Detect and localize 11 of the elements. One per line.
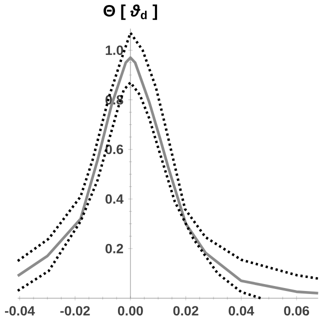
- y-tick-label: 0.2: [105, 244, 123, 254]
- x-tick-label: 0.04: [228, 306, 254, 316]
- x-tick-label: -0.02: [60, 306, 90, 316]
- line-series: [16, 81, 262, 300]
- y-tick-label: 0.4: [105, 194, 124, 204]
- x-tick-label: 0.06: [284, 306, 309, 316]
- x-tick-label: 0.00: [118, 306, 143, 316]
- x-tick-label: 0.02: [173, 306, 198, 316]
- y-axis-title: Θ [ ϑ$_{d}$ ]: [103, 4, 157, 20]
- x-tick-label: -0.04: [4, 306, 35, 316]
- y-tick-label: 1.0: [106, 45, 123, 55]
